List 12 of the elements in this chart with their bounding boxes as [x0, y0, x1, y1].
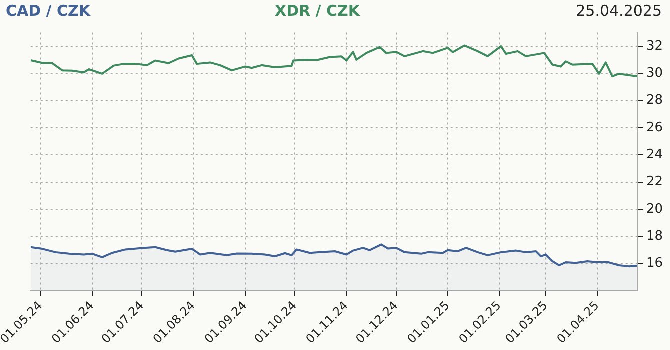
chart-title: 25.04.2025 — [576, 2, 662, 20]
y-tick-label: 30 — [646, 66, 664, 81]
text: XDR / CZK — [275, 2, 360, 20]
y-tick-label: 18 — [646, 229, 664, 244]
y-tick-label: 26 — [646, 120, 664, 136]
text: CAD / CZK — [6, 2, 90, 20]
y-tick-label: 16 — [646, 256, 664, 272]
y-tick-label: 28 — [646, 93, 664, 108]
y-tick-label: 20 — [646, 202, 664, 217]
y-tick-label: 22 — [646, 174, 664, 190]
y-tick-label: 24 — [646, 147, 664, 162]
y-tick-label: 32 — [646, 38, 664, 54]
